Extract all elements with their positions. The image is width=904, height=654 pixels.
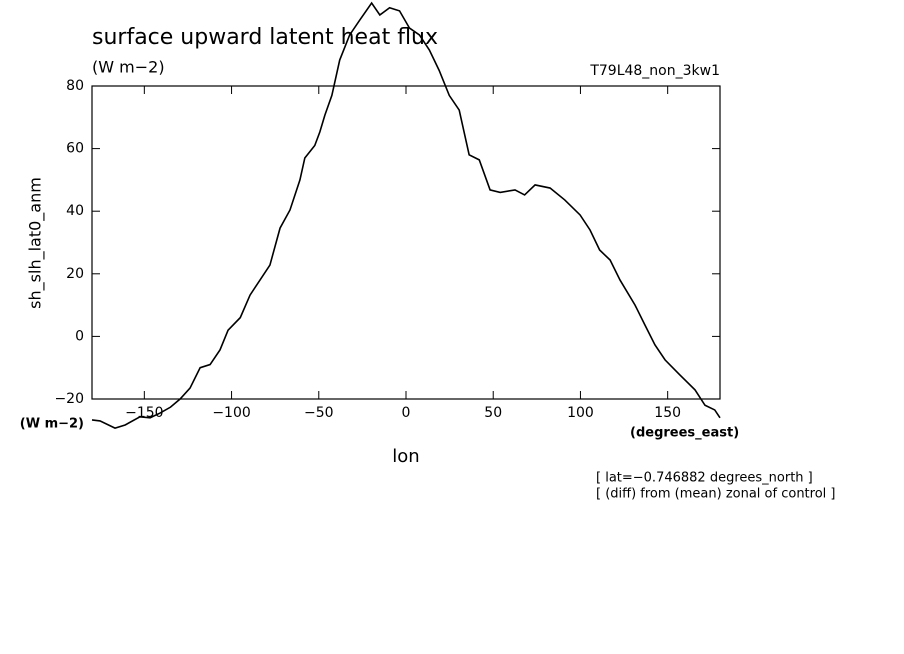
x-tick-label: −50: [304, 405, 334, 421]
y-tick-label: 60: [66, 141, 84, 157]
y-tick-label: −20: [54, 391, 84, 407]
chart-title: surface upward latent heat flux: [92, 25, 438, 50]
x-tick-label: 0: [402, 405, 411, 421]
chart-subtitle: (W m−2): [92, 58, 165, 77]
x-axis-label: lon: [392, 446, 419, 467]
dataset-label: T79L48_non_3kw1: [589, 63, 720, 79]
x-tick-label: 100: [567, 405, 594, 421]
annotation: [ (diff) from (mean) zonal of control ]: [596, 487, 835, 502]
x-tick-label: 50: [484, 405, 502, 421]
data-line: [91, 1, 721, 429]
x-units: (degrees_east): [630, 426, 739, 441]
annotation: [ lat=−0.746882 degrees_north ]: [596, 471, 813, 486]
x-tick-label: 150: [654, 405, 681, 421]
x-tick-label: −100: [212, 405, 250, 421]
y-tick-label: 20: [66, 266, 84, 282]
y-units: (W m−2): [20, 417, 84, 432]
y-tick-label: 0: [75, 328, 84, 344]
y-tick-label: 40: [66, 203, 84, 219]
plot-frame: [91, 85, 721, 400]
y-tick-label: 80: [66, 78, 84, 94]
x-tick-label: −150: [125, 405, 163, 421]
y-axis-label: sh_slh_lat0_anm: [26, 177, 46, 309]
